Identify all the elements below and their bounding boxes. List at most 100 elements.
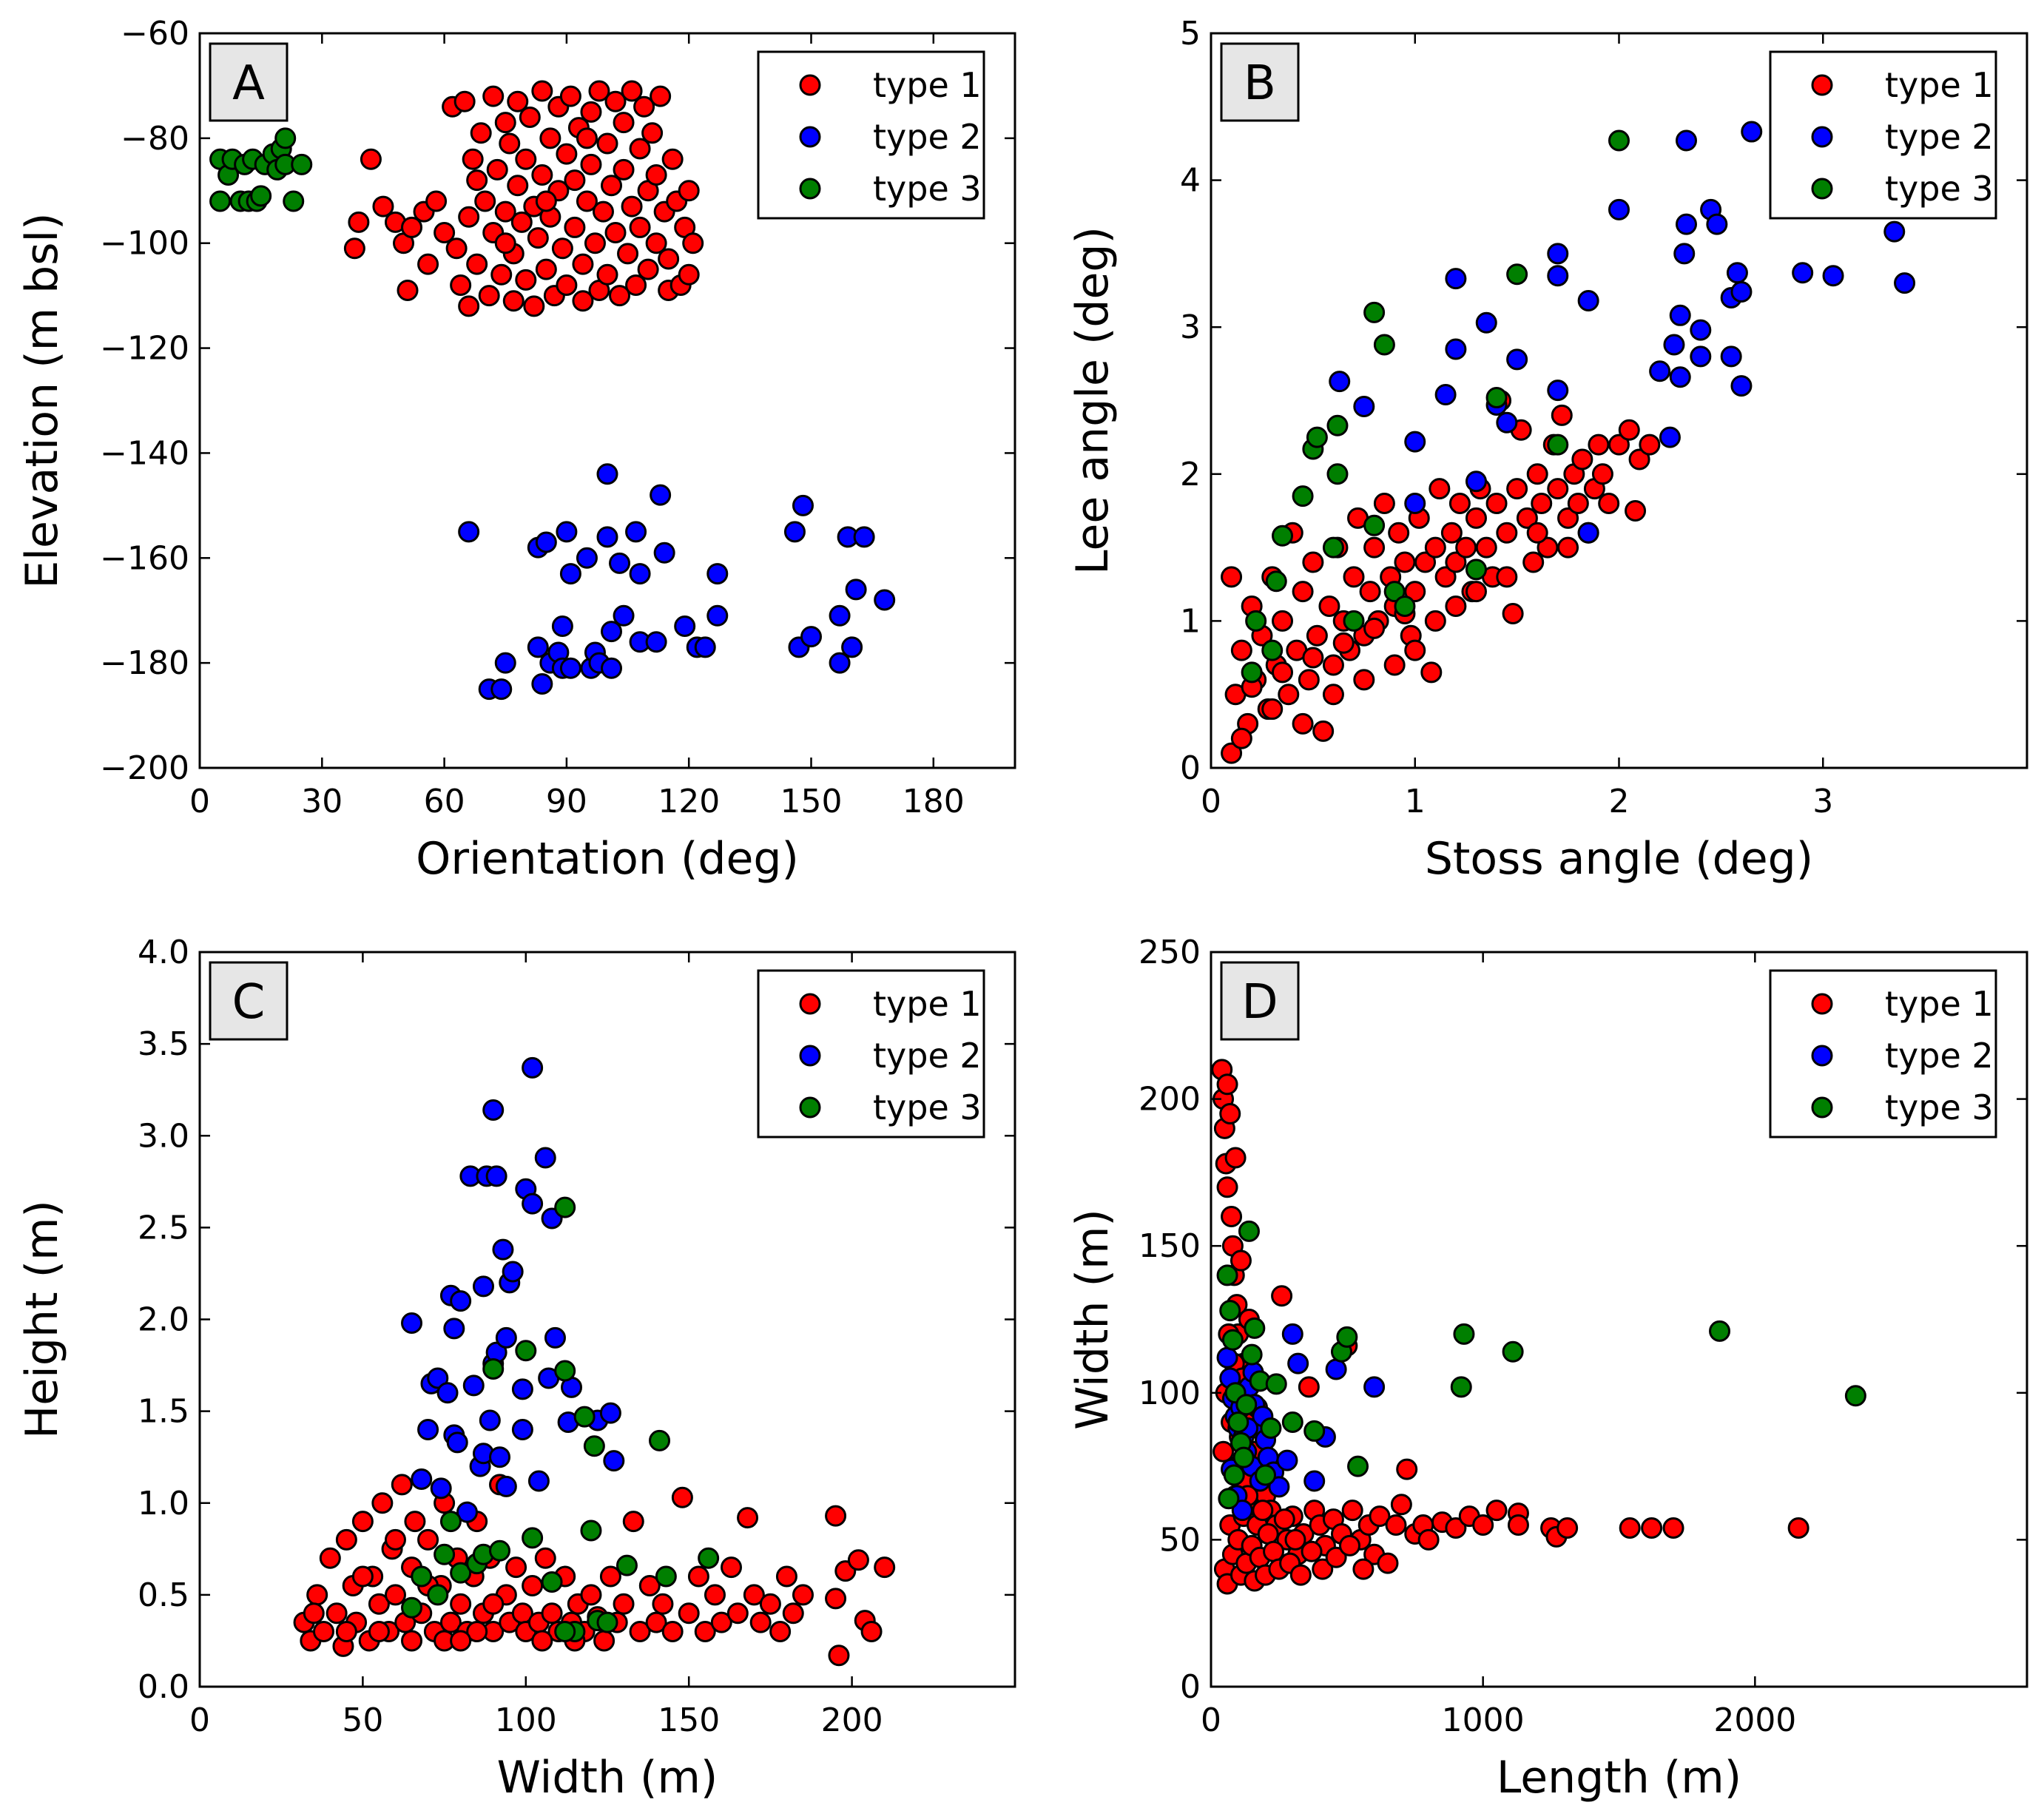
- data-point-type3: [1272, 524, 1294, 547]
- data-point-type1: [1448, 493, 1471, 515]
- panel-label: D: [1241, 975, 1278, 1030]
- y-tick-label: 250: [1139, 934, 1201, 971]
- data-point-type1: [1388, 522, 1410, 544]
- data-point-type2: [1303, 1470, 1326, 1492]
- data-point-type2: [1669, 304, 1691, 326]
- panel-b: 0 1 2 3 0 1 2 3 4 5 Stoss angle (deg) Lee angle (de…: [1067, 15, 2028, 885]
- data-point-type1: [637, 258, 659, 280]
- data-point-type2: [1822, 265, 1844, 287]
- data-point-type2: [653, 542, 675, 564]
- legend-label-type1: type 1: [873, 65, 982, 105]
- data-point-type3: [1241, 1343, 1263, 1366]
- data-point-type2: [511, 1418, 533, 1440]
- data-point-type1: [1424, 610, 1446, 632]
- data-point-type2: [489, 1446, 511, 1468]
- panel-label: B: [1244, 56, 1276, 111]
- panel-label-box: [1220, 42, 1300, 122]
- data-point-type1: [1440, 522, 1463, 544]
- panel-label-box: [209, 961, 289, 1041]
- data-point-type2: [417, 1418, 439, 1440]
- series-type3-b: [1241, 129, 1630, 684]
- data-point-type3: [1245, 610, 1267, 632]
- data-point-type1: [1445, 1517, 1467, 1539]
- data-point-type1: [1571, 448, 1593, 470]
- data-point-type3: [1227, 1411, 1249, 1434]
- y-tick-label: 100: [1139, 1374, 1201, 1412]
- data-point-type1: [613, 158, 635, 181]
- data-point-type1: [1302, 551, 1324, 573]
- x-tick-label: 150: [658, 1701, 720, 1739]
- data-point-type1: [1625, 499, 1647, 522]
- data-point-type3: [1485, 387, 1508, 409]
- data-point-type1: [1212, 1440, 1235, 1463]
- data-point-type2: [1281, 1323, 1303, 1345]
- data-point-type1: [604, 222, 627, 244]
- data-point-type1: [1363, 536, 1386, 559]
- legend-marker-type3: [799, 1096, 821, 1119]
- data-point-type1: [450, 1593, 472, 1615]
- data-point-type2: [1287, 1352, 1309, 1374]
- data-point-type2: [1465, 470, 1487, 493]
- panel-d: 0 1000 2000 0 50 100 150 200 250 Length (m) Width …: [1067, 934, 2028, 1804]
- data-point-type1: [1567, 493, 1589, 515]
- data-point-type1: [1298, 1376, 1320, 1398]
- data-point-type1: [417, 253, 439, 275]
- data-point-type3: [1322, 536, 1344, 559]
- data-point-type2: [609, 552, 631, 574]
- data-point-type3: [1450, 1376, 1472, 1398]
- data-point-type2: [1506, 348, 1528, 371]
- data-point-type1: [335, 1528, 357, 1551]
- data-point-type1: [1404, 581, 1426, 603]
- data-point-type1: [453, 90, 476, 112]
- y-tick-label: 1: [1180, 602, 1201, 640]
- data-point-type1: [1289, 1564, 1312, 1586]
- x-tick-label: 180: [903, 783, 965, 820]
- data-point-type1: [486, 158, 508, 181]
- data-point-type1: [478, 285, 500, 307]
- data-point-type1: [1556, 1517, 1579, 1539]
- data-point-type1: [519, 106, 541, 128]
- data-point-type1: [1352, 1558, 1375, 1580]
- data-point-type1: [1353, 669, 1375, 691]
- y-tick-label: 200: [1139, 1081, 1201, 1119]
- data-point-type1: [515, 269, 537, 291]
- x-tick-label: 200: [821, 1701, 883, 1739]
- data-point-type1: [539, 127, 561, 149]
- legend-label-type2: type 2: [1885, 1036, 1994, 1076]
- data-point-type2: [534, 1147, 556, 1169]
- data-point-type1: [462, 148, 484, 170]
- data-point-type2: [645, 631, 667, 653]
- legend-label-type2: type 2: [873, 117, 982, 157]
- data-point-type3: [1502, 1340, 1524, 1363]
- data-point-type1: [1619, 1517, 1641, 1539]
- data-point-type1: [1383, 654, 1406, 676]
- data-point-type2: [845, 579, 867, 601]
- data-point-type1: [507, 175, 529, 197]
- data-point-type2: [1434, 384, 1457, 406]
- data-point-type1: [1404, 639, 1426, 661]
- data-point-type2: [479, 1409, 501, 1431]
- series-type2-b: [1329, 121, 1916, 544]
- legend-label-type1: type 1: [1885, 984, 1994, 1024]
- data-point-type2: [411, 1468, 433, 1490]
- data-point-type3: [1326, 414, 1349, 436]
- data-point-type1: [1322, 654, 1344, 676]
- data-point-type2: [674, 615, 696, 637]
- data-point-type1: [360, 148, 382, 170]
- y-tick-label: 5: [1180, 15, 1201, 53]
- data-point-type1: [1522, 551, 1545, 573]
- data-point-type3: [554, 1621, 576, 1643]
- data-point-type3: [1547, 434, 1569, 456]
- data-point-type1: [556, 143, 578, 165]
- data-point-type2: [490, 678, 513, 701]
- y-tick-label: 50: [1159, 1521, 1201, 1559]
- data-point-type1: [482, 1593, 505, 1615]
- panel-label: C: [232, 975, 266, 1030]
- data-point-type1: [704, 1584, 726, 1606]
- axes-frame-d: [1210, 951, 2028, 1688]
- data-point-type1: [466, 1621, 488, 1643]
- legend-box: [1769, 969, 1997, 1139]
- data-point-type3: [450, 1562, 472, 1584]
- data-point-type1: [1475, 536, 1497, 559]
- y-tick-label: 2: [1180, 456, 1201, 493]
